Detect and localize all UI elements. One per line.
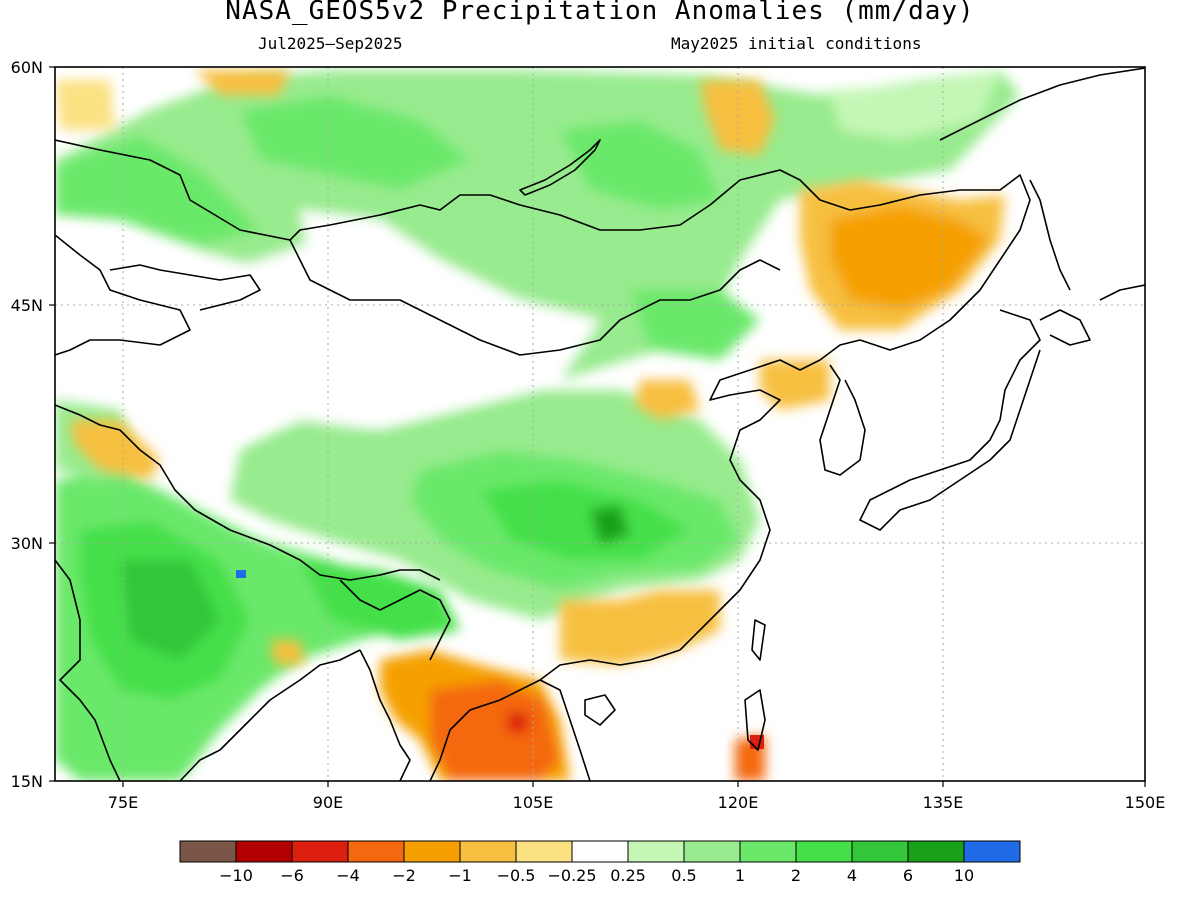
lat-label-45n: 45N <box>11 296 43 315</box>
colorbar: −10 −6 −4 −2 −1 −0.5 −0.25 0.25 0.5 1 2 4 6 10 <box>179 840 1021 885</box>
colorbar-label: −0.25 <box>547 866 596 885</box>
colorbar-label: −4 <box>336 866 360 885</box>
colorbar-swatch <box>907 840 965 863</box>
forecast-period: Jul2025–Sep2025 <box>258 34 403 53</box>
lat-label-15n: 15N <box>11 772 43 791</box>
colorbar-label: 2 <box>791 866 801 885</box>
latitude-labels: 60N 45N 30N 15N <box>11 58 43 791</box>
dry-extreme-spot <box>750 735 764 749</box>
colorbar-swatch <box>627 840 685 863</box>
colorbar-label: −10 <box>219 866 253 885</box>
colorbar-swatch <box>851 840 909 863</box>
colorbar-swatch <box>683 840 741 863</box>
plot-frame <box>54 66 1146 782</box>
colorbar-swatch <box>963 840 1021 863</box>
colorbar-label: −1 <box>448 866 472 885</box>
colorbar-label: 4 <box>847 866 857 885</box>
initial-conditions: May2025 initial conditions <box>671 34 922 53</box>
colorbar-label: 6 <box>903 866 913 885</box>
lon-label-105e: 105E <box>513 793 554 812</box>
colorbar-label: 10 <box>954 866 974 885</box>
colorbar-label: 0.5 <box>671 866 696 885</box>
graticule <box>55 67 1145 781</box>
lon-label-120e: 120E <box>718 793 759 812</box>
lon-label-150e: 150E <box>1125 793 1166 812</box>
lon-label-75e: 75E <box>108 793 138 812</box>
colorbar-label: 0.25 <box>610 866 646 885</box>
lon-label-90e: 90E <box>313 793 343 812</box>
colorbar-swatch <box>347 840 405 863</box>
colorbar-swatch <box>179 840 237 863</box>
colorbar-label: −6 <box>280 866 304 885</box>
lat-label-60n: 60N <box>11 58 43 77</box>
axis-ticks <box>49 66 1146 787</box>
colorbar-swatch <box>235 840 293 863</box>
wet-extreme-spot <box>236 570 246 578</box>
lon-label-135e: 135E <box>923 793 964 812</box>
coastlines-and-borders <box>55 67 1145 781</box>
colorbar-swatch <box>795 840 853 863</box>
colorbar-swatch <box>459 840 517 863</box>
colorbar-swatch <box>515 840 573 863</box>
precipitation-anomaly-field <box>55 67 1145 781</box>
colorbar-label: −2 <box>392 866 416 885</box>
colorbar-swatch <box>571 840 629 863</box>
longitude-labels: 75E 90E 105E 120E 135E 150E <box>108 793 1166 812</box>
colorbar-swatch <box>739 840 797 863</box>
lat-label-30n: 30N <box>11 534 43 553</box>
colorbar-swatch <box>403 840 461 863</box>
colorbar-label: 1 <box>735 866 745 885</box>
map-title: NASA_GEOS5v2 Precipitation Anomalies (mm… <box>225 0 975 26</box>
colorbar-swatch <box>291 840 349 863</box>
colorbar-label: −0.5 <box>497 866 536 885</box>
